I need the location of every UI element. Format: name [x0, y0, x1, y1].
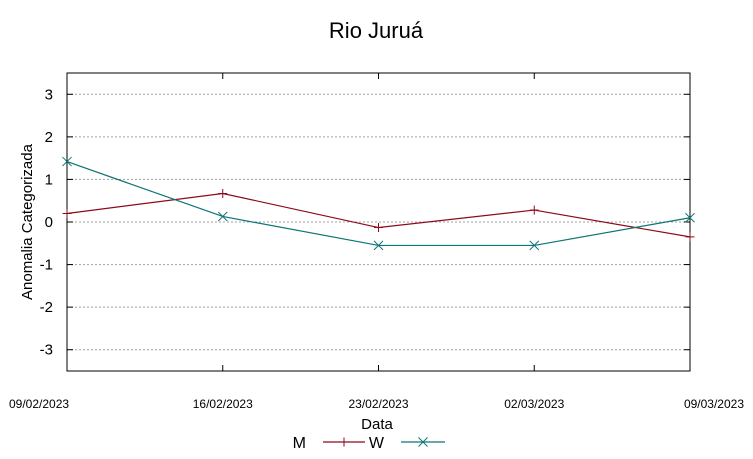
chart-title: Rio Juruá [329, 18, 424, 43]
data-point-W [685, 212, 695, 223]
y-tick-label: 2 [45, 129, 53, 146]
y-axis-ticks: 3 2 1 0 -1 -2 -3 [40, 86, 690, 359]
data-point-W [373, 240, 384, 251]
data-point-M [374, 223, 383, 233]
legend-label-W: W [369, 435, 385, 452]
legend-marker-W [418, 437, 428, 447]
data-point-W [529, 240, 540, 251]
y-tick-label: 1 [45, 171, 53, 188]
y-tick-label: 3 [45, 86, 53, 103]
y-tick-label: -2 [40, 299, 53, 316]
legend-label-M: M [293, 435, 306, 452]
y-tick-label: -3 [40, 342, 53, 359]
data-point-M [62, 208, 72, 218]
x-tick-label: 09/02/2023 [9, 397, 69, 411]
data-point-M [218, 188, 228, 198]
y-tick-label: 0 [45, 214, 53, 231]
x-tick-label: 23/02/2023 [348, 397, 408, 411]
data-point-M [685, 232, 695, 242]
data-point-W [62, 156, 72, 167]
y-tick-label: -1 [40, 257, 53, 274]
series-line-W [66, 160, 691, 247]
x-tick-label: 16/02/2023 [193, 397, 253, 411]
x-tick-label: 09/03/2023 [684, 397, 744, 411]
data-point-W [217, 211, 228, 222]
series-layer [62, 156, 695, 251]
y-axis-label: Anomalia Categorizada [19, 143, 36, 300]
x-axis-ticks: 09/02/2023 16/02/2023 23/02/2023 02/03/2023… [9, 73, 744, 411]
legend-marker-M [339, 437, 349, 447]
data-point-M [529, 205, 539, 215]
x-axis-label: Data [361, 416, 393, 433]
gridlines [67, 93, 690, 351]
x-tick-label: 02/03/2023 [504, 397, 564, 411]
